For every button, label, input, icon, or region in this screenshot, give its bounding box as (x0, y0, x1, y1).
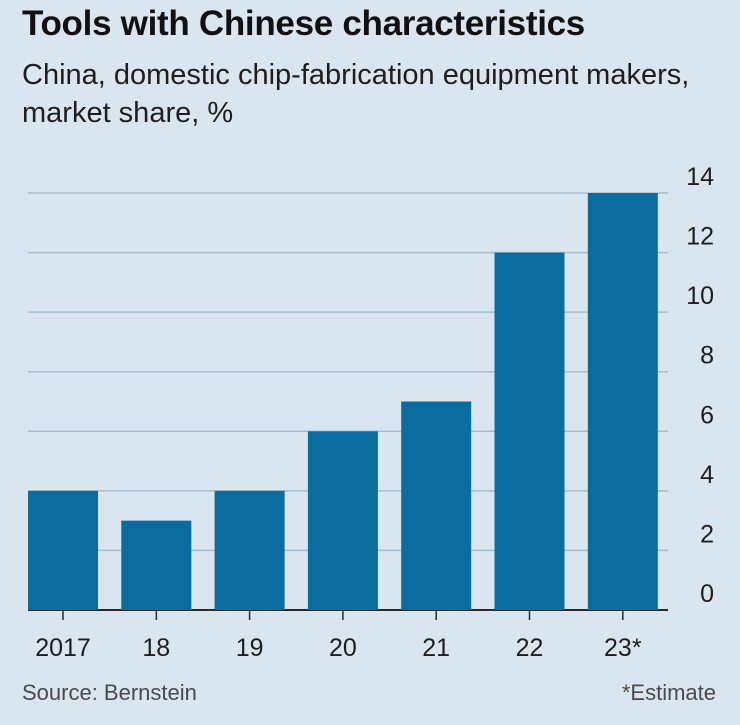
bar-20 (307, 431, 378, 610)
source-note: Source: Bernstein (22, 680, 197, 705)
x-tick-label: 20 (329, 634, 357, 662)
chart-title: Tools with Chinese characteristics (22, 4, 585, 43)
bar-19 (214, 490, 285, 610)
x-tick-label: 19 (236, 634, 264, 662)
y-tick-label: 14 (686, 163, 714, 191)
x-tick-label: 21 (422, 634, 450, 662)
estimate-note: *Estimate (621, 680, 716, 705)
y-tick-label: 10 (686, 282, 714, 310)
y-tick-label: 4 (700, 461, 714, 489)
y-tick-label: 12 (686, 223, 714, 251)
bar-21 (401, 401, 472, 610)
y-tick-label: 8 (700, 342, 714, 370)
bar-18 (121, 520, 192, 610)
x-tick-label: 18 (142, 634, 170, 662)
y-tick-label: 6 (700, 401, 714, 429)
x-tick-label: 23* (604, 634, 642, 662)
x-tick-label: 22 (516, 634, 544, 662)
y-tick-label: 0 (700, 580, 714, 608)
chart-subtitle: China, domestic chip-fabrication equipme… (22, 59, 690, 129)
y-tick-label: 2 (700, 520, 714, 548)
bar-22 (494, 252, 565, 611)
x-tick-label: 2017 (35, 634, 91, 662)
bar-2017 (28, 490, 98, 610)
bar-23 (587, 193, 658, 610)
